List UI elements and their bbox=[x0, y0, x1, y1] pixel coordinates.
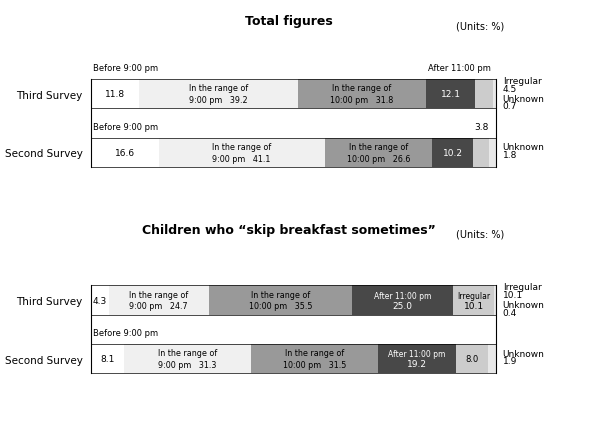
Text: 8.1: 8.1 bbox=[101, 354, 115, 363]
Text: 0.4: 0.4 bbox=[503, 308, 517, 317]
Text: 3.8: 3.8 bbox=[474, 122, 489, 131]
Text: 9:00 pm   41.1: 9:00 pm 41.1 bbox=[212, 154, 271, 163]
Bar bbox=[473, 138, 489, 167]
Text: 4.5: 4.5 bbox=[503, 85, 517, 94]
Text: After 11:00 pm: After 11:00 pm bbox=[428, 64, 491, 73]
Bar bbox=[426, 80, 475, 109]
Text: (Units: %): (Units: %) bbox=[456, 229, 504, 239]
Bar bbox=[124, 344, 251, 373]
Text: Before 9:00 pm: Before 9:00 pm bbox=[93, 328, 158, 337]
Text: In the range of: In the range of bbox=[189, 84, 248, 93]
Text: Irregular: Irregular bbox=[503, 77, 542, 86]
Bar bbox=[489, 138, 496, 167]
Text: 0.7: 0.7 bbox=[503, 102, 517, 111]
Text: 25.0: 25.0 bbox=[393, 301, 412, 310]
Text: After 11:00 pm: After 11:00 pm bbox=[374, 291, 431, 300]
Text: 1.9: 1.9 bbox=[503, 357, 517, 365]
Text: In the range of: In the range of bbox=[212, 142, 271, 152]
Text: 10:00 pm   31.5: 10:00 pm 31.5 bbox=[283, 360, 346, 369]
Text: After 11:00 pm: After 11:00 pm bbox=[388, 350, 445, 359]
Text: In the range of: In the range of bbox=[129, 290, 188, 299]
Bar bbox=[453, 286, 494, 315]
Text: Children who “skip breakfast sometimes”: Children who “skip breakfast sometimes” bbox=[142, 223, 436, 237]
Text: Before 9:00 pm: Before 9:00 pm bbox=[93, 64, 158, 73]
Text: In the range of: In the range of bbox=[285, 348, 344, 357]
Bar bbox=[209, 286, 352, 315]
Text: Unknown: Unknown bbox=[503, 143, 545, 152]
Text: 10:00 pm   31.8: 10:00 pm 31.8 bbox=[330, 96, 394, 105]
Text: 9:00 pm   31.3: 9:00 pm 31.3 bbox=[158, 360, 217, 369]
Bar bbox=[488, 344, 496, 373]
Text: Unknown: Unknown bbox=[503, 349, 545, 358]
Bar bbox=[91, 138, 159, 167]
Text: 10.1: 10.1 bbox=[464, 301, 484, 310]
Text: 19.2: 19.2 bbox=[407, 360, 427, 368]
Text: (Units: %): (Units: %) bbox=[456, 21, 504, 31]
Bar bbox=[109, 286, 209, 315]
Bar bbox=[432, 138, 473, 167]
Text: Irregular: Irregular bbox=[503, 283, 542, 292]
Text: Irregular: Irregular bbox=[457, 292, 490, 301]
Text: In the range of: In the range of bbox=[158, 348, 217, 357]
Bar bbox=[91, 344, 124, 373]
Text: 9:00 pm   39.2: 9:00 pm 39.2 bbox=[189, 96, 248, 105]
Text: In the range of: In the range of bbox=[251, 290, 310, 299]
Text: In the range of: In the range of bbox=[332, 84, 391, 93]
Bar bbox=[493, 80, 496, 109]
Text: 12.1: 12.1 bbox=[441, 90, 461, 99]
Bar bbox=[352, 286, 453, 315]
Bar bbox=[455, 344, 488, 373]
Text: 10:00 pm   26.6: 10:00 pm 26.6 bbox=[347, 154, 410, 163]
Text: 8.0: 8.0 bbox=[465, 354, 478, 363]
Bar bbox=[494, 286, 496, 315]
Text: In the range of: In the range of bbox=[349, 142, 408, 152]
Text: 11.8: 11.8 bbox=[105, 90, 125, 99]
Bar bbox=[159, 138, 324, 167]
Bar bbox=[378, 344, 455, 373]
Text: 10.2: 10.2 bbox=[442, 148, 463, 157]
Bar bbox=[297, 80, 426, 109]
Text: Unknown: Unknown bbox=[503, 94, 545, 103]
Text: 16.6: 16.6 bbox=[115, 148, 135, 157]
Bar bbox=[251, 344, 378, 373]
Bar bbox=[324, 138, 432, 167]
Bar bbox=[475, 80, 493, 109]
Bar bbox=[91, 286, 109, 315]
Text: 4.3: 4.3 bbox=[93, 296, 107, 305]
Bar bbox=[139, 80, 297, 109]
Text: 1.8: 1.8 bbox=[503, 151, 517, 159]
Text: 9:00 pm   24.7: 9:00 pm 24.7 bbox=[129, 302, 188, 311]
Text: Total figures: Total figures bbox=[245, 15, 333, 28]
Bar bbox=[91, 80, 139, 109]
Text: Unknown: Unknown bbox=[503, 300, 545, 309]
Text: 10.1: 10.1 bbox=[503, 290, 523, 300]
Text: Before 9:00 pm: Before 9:00 pm bbox=[93, 122, 158, 131]
Text: 10:00 pm   35.5: 10:00 pm 35.5 bbox=[248, 302, 312, 311]
